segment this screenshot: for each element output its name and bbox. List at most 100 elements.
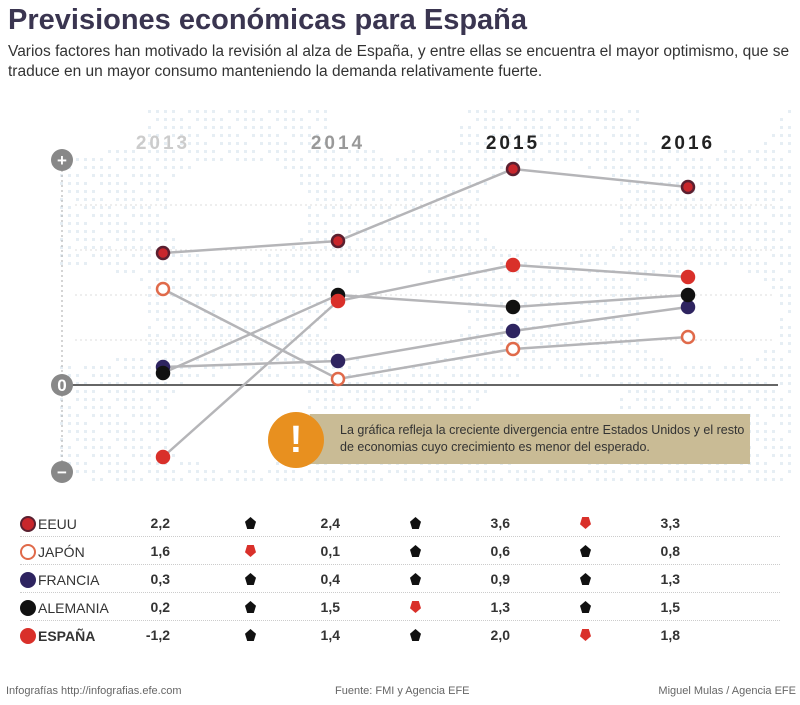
map-dot	[556, 310, 559, 313]
map-dot	[156, 278, 159, 281]
map-dot	[548, 342, 551, 345]
map-dot	[692, 206, 695, 209]
map-dot	[284, 286, 287, 289]
map-dot	[476, 342, 479, 345]
map-dot	[356, 254, 359, 257]
map-dot	[148, 422, 151, 425]
map-dot	[148, 270, 151, 273]
map-dot	[756, 374, 759, 377]
value-cell: 2,4	[320, 515, 340, 531]
map-dot	[436, 230, 439, 233]
map-dot	[588, 142, 591, 145]
map-dot	[84, 438, 87, 441]
map-dot	[348, 390, 351, 393]
map-dot	[124, 206, 127, 209]
map-dot	[572, 278, 575, 281]
map-dot	[572, 294, 575, 297]
map-dot	[508, 142, 511, 145]
map-dot	[372, 166, 375, 169]
map-dot	[644, 406, 647, 409]
data-point	[505, 341, 521, 357]
map-dot	[508, 294, 511, 297]
map-dot	[388, 382, 391, 385]
map-dot	[532, 110, 535, 113]
map-dot	[556, 342, 559, 345]
map-dot	[220, 366, 223, 369]
map-dot	[652, 238, 655, 241]
map-dot	[660, 198, 663, 201]
map-dot	[252, 118, 255, 121]
map-dot	[492, 134, 495, 137]
map-dot	[316, 398, 319, 401]
table-row: JAPÓN 1,6 0,1 0,6 0,8	[0, 538, 800, 566]
map-dot	[76, 262, 79, 265]
map-dot	[92, 398, 95, 401]
map-dot	[644, 350, 647, 353]
map-dot	[364, 206, 367, 209]
map-dot	[452, 246, 455, 249]
map-dot	[276, 278, 279, 281]
map-dot	[236, 158, 239, 161]
map-dot	[484, 278, 487, 281]
map-dot	[436, 174, 439, 177]
map-dot	[420, 254, 423, 257]
map-dot	[364, 478, 367, 481]
map-dot	[100, 174, 103, 177]
map-dot	[276, 110, 279, 113]
map-dot	[564, 470, 567, 473]
map-dot	[300, 286, 303, 289]
map-dot	[732, 254, 735, 257]
map-dot	[564, 278, 567, 281]
map-dot	[756, 198, 759, 201]
map-dot	[116, 398, 119, 401]
map-dot	[76, 198, 79, 201]
map-dot	[516, 118, 519, 121]
table-row: EEUU 2,2 2,4 3,6 3,3	[0, 510, 800, 538]
map-dot	[172, 118, 175, 121]
map-dot	[388, 182, 391, 185]
map-dot	[668, 206, 671, 209]
map-dot	[436, 238, 439, 241]
map-dot	[612, 358, 615, 361]
map-dot	[780, 414, 783, 417]
map-dot	[772, 206, 775, 209]
map-dot	[540, 358, 543, 361]
map-dot	[108, 254, 111, 257]
map-dot	[164, 358, 167, 361]
map-dot	[660, 406, 663, 409]
map-dot	[780, 238, 783, 241]
map-dot	[364, 198, 367, 201]
map-dot	[100, 254, 103, 257]
map-dot	[244, 118, 247, 121]
map-dot	[740, 262, 743, 265]
map-dot	[68, 414, 71, 417]
map-dot	[564, 118, 567, 121]
map-dot	[116, 182, 119, 185]
map-dot	[676, 382, 679, 385]
map-dot	[108, 430, 111, 433]
map-dot	[612, 478, 615, 481]
map-dot	[748, 382, 751, 385]
map-dot	[268, 350, 271, 353]
map-dot	[596, 158, 599, 161]
map-dot	[220, 262, 223, 265]
map-dot	[188, 110, 191, 113]
map-dot	[308, 334, 311, 337]
map-dot	[756, 390, 759, 393]
map-dot	[460, 206, 463, 209]
map-dot	[396, 262, 399, 265]
map-dot	[428, 222, 431, 225]
map-dot	[268, 254, 271, 257]
map-dot	[92, 430, 95, 433]
map-dot	[308, 390, 311, 393]
map-dot	[660, 366, 663, 369]
map-dot	[84, 182, 87, 185]
map-dot	[652, 246, 655, 249]
value-cell: 1,8	[660, 627, 680, 643]
map-dot	[532, 334, 535, 337]
map-dot	[676, 374, 679, 377]
map-dot	[220, 326, 223, 329]
map-dot	[572, 286, 575, 289]
map-dot	[196, 358, 199, 361]
map-dot	[308, 182, 311, 185]
